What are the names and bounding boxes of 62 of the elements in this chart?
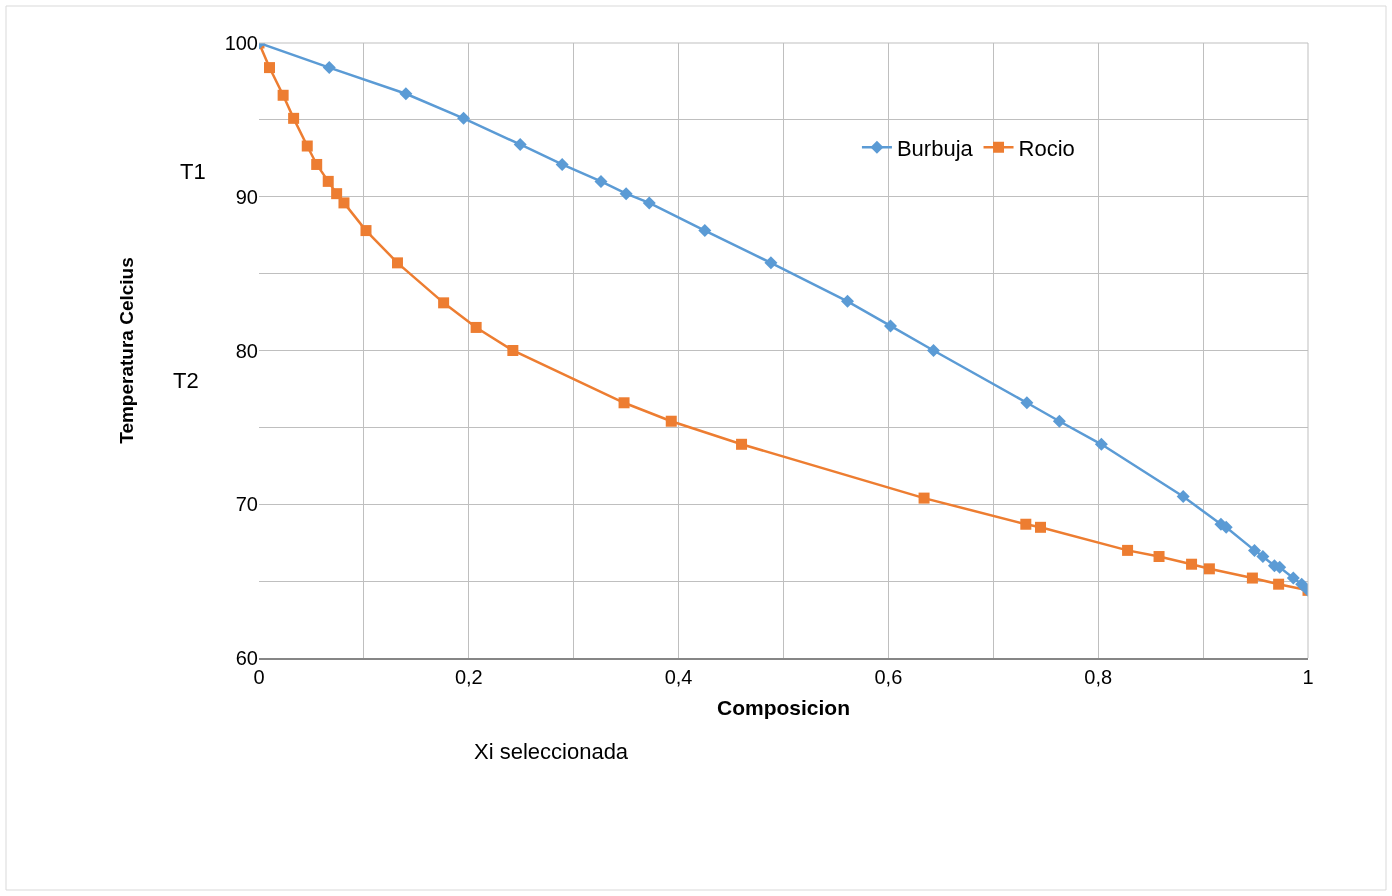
point: [1035, 521, 1047, 533]
point: [594, 174, 608, 188]
legend-label: Burbuja: [896, 135, 974, 161]
point: [764, 256, 778, 270]
point: [1203, 563, 1215, 575]
point: [1176, 490, 1190, 504]
point: [277, 89, 289, 101]
x-tick-label: 0,8: [1084, 665, 1113, 688]
point: [399, 87, 413, 101]
x-axis-title: Composicion: [716, 696, 851, 720]
y-axis-title: Temperatura Celcius: [116, 257, 138, 444]
point: [642, 196, 656, 210]
text: T2: [173, 368, 199, 393]
point: [338, 197, 350, 209]
point: [736, 438, 748, 450]
point: [391, 257, 403, 269]
point: [918, 492, 930, 504]
point: [331, 188, 343, 200]
x-tick-label: 1: [1302, 665, 1314, 688]
y-tick-label: 70: [235, 493, 258, 516]
point: [301, 140, 313, 152]
point: [1122, 544, 1134, 556]
x-tick-label: 0,6: [874, 665, 903, 688]
point: [698, 224, 712, 238]
point: [1153, 551, 1165, 563]
point: [322, 61, 336, 75]
point: [1246, 572, 1258, 584]
legend-label: Rocio: [1018, 135, 1075, 161]
point: [1020, 396, 1034, 410]
x-tick-label: 0,2: [454, 665, 483, 688]
point: [457, 111, 471, 125]
text: Xi seleccionada: [474, 739, 629, 764]
point: [840, 294, 854, 308]
point: [311, 158, 323, 170]
point: [1295, 577, 1308, 591]
point: [288, 112, 300, 124]
point: [263, 62, 275, 74]
point: [665, 415, 677, 427]
point: [619, 187, 633, 201]
y-tick-label: 90: [235, 185, 258, 208]
point: [1186, 558, 1198, 570]
x-tick-label: 0,4: [664, 665, 693, 688]
y-tick-label: 100: [224, 32, 258, 54]
point: [1273, 578, 1285, 590]
point: [555, 157, 569, 171]
point: [927, 344, 941, 357]
point: [1020, 518, 1032, 530]
point: [507, 345, 519, 356]
point: [1286, 571, 1300, 585]
point: [322, 175, 334, 187]
text: T1: [180, 159, 206, 184]
point: [884, 319, 897, 333]
point: [438, 297, 450, 309]
point: [360, 225, 372, 237]
point: [470, 321, 482, 333]
y-tick-label: 80: [235, 339, 258, 362]
point: [1094, 437, 1108, 451]
point: [1052, 414, 1066, 428]
point: [513, 137, 527, 151]
point: [618, 397, 630, 409]
point: [1248, 543, 1261, 557]
point: [1256, 550, 1270, 564]
